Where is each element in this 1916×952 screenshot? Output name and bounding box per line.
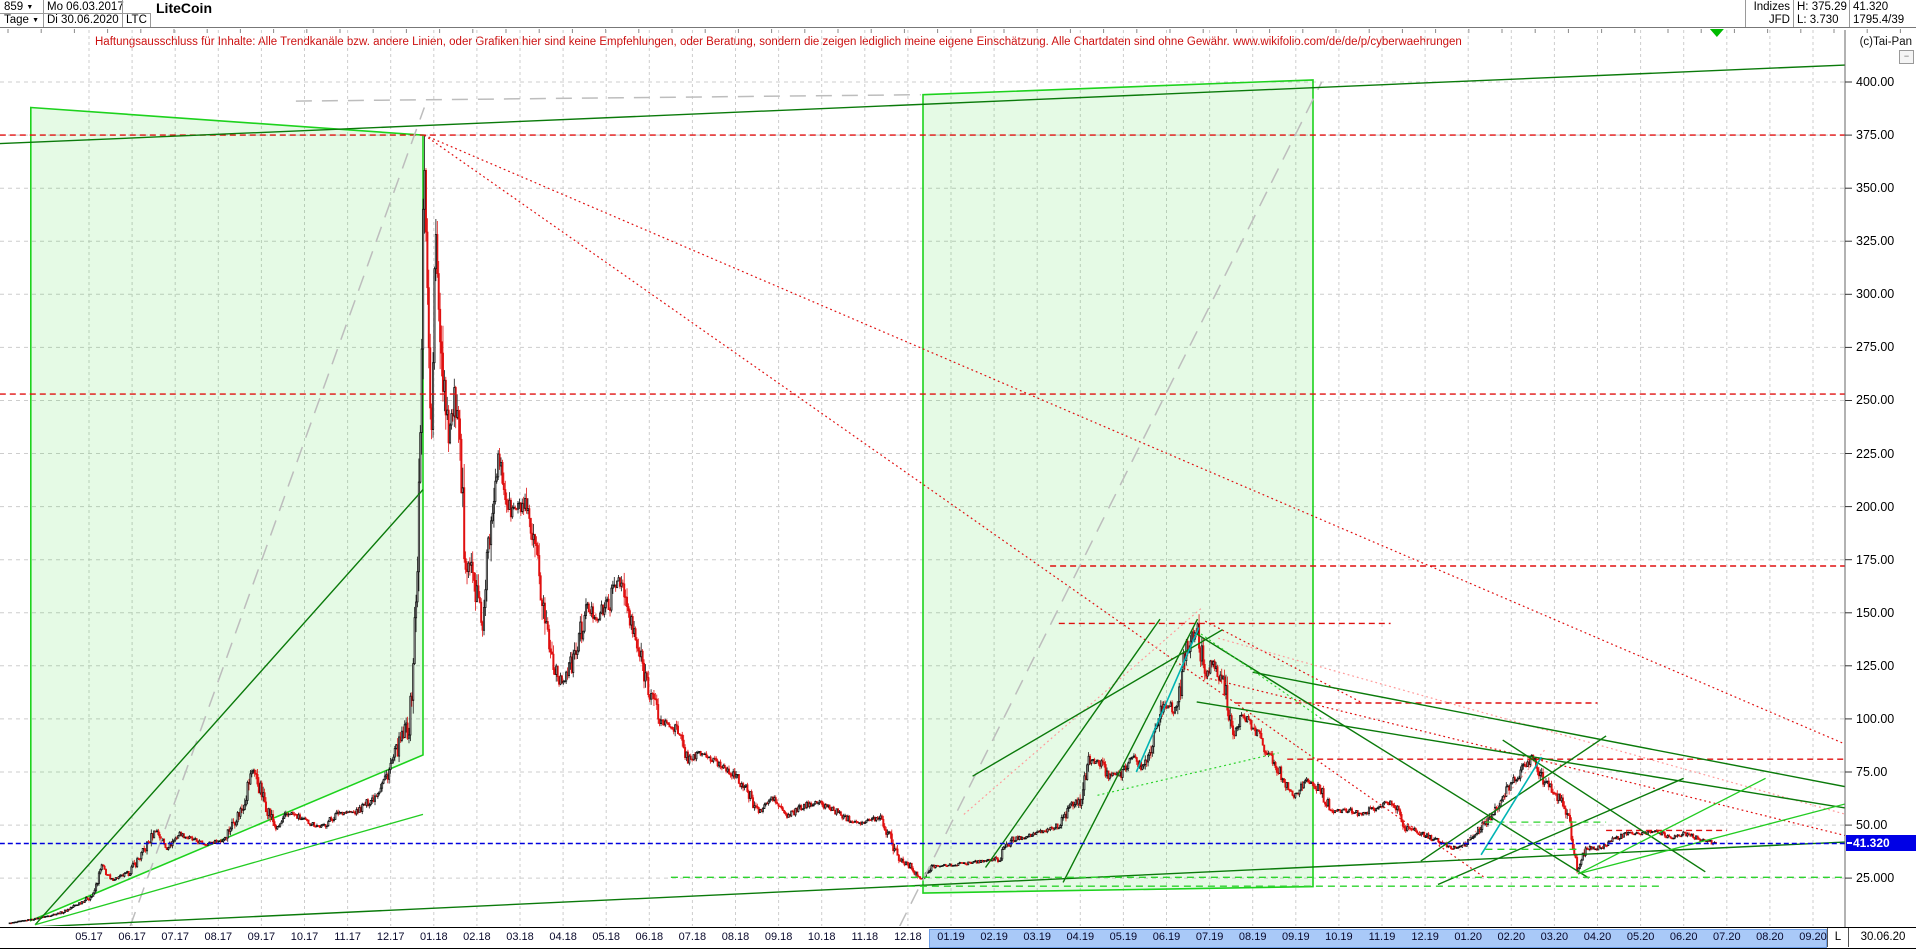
provider-row1: Indizes [1753,1,1790,13]
y-axis-label: 350.00 [1856,181,1895,196]
instrument-number: 859 [4,1,24,13]
y-axis-label: 125.00 [1856,658,1895,673]
y-axis-label: 175.00 [1856,552,1895,567]
x-axis-label: 05.19 [1109,931,1138,943]
x-axis-label: 11.17 [334,931,361,943]
x-axis-label: 03.20 [1540,931,1569,943]
x-axis-label: 02.19 [980,931,1008,943]
x-axis-label: 02.18 [463,931,491,943]
x-axis-label: 09.20 [1799,931,1827,943]
x-axis-label: 03.18 [506,931,534,943]
x-axis-label: 06.17 [118,931,146,943]
y-axis-label: 200.00 [1856,499,1895,514]
y-axis-label: 250.00 [1856,393,1895,408]
x-axis-label: 07.19 [1195,931,1224,943]
trend-box [29,106,424,922]
period-label: Tage [4,14,29,26]
x-axis-label: 10.19 [1325,931,1353,943]
collapse-pane-button[interactable]: − [1899,50,1914,64]
x-axis-label: 05.18 [592,931,620,943]
x-axis-highlight [929,929,1827,948]
y-axis-label: 225.00 [1856,446,1895,461]
x-axis-label: 06.19 [1152,931,1181,943]
y-axis-label: 300.00 [1856,287,1895,302]
x-axis-label: 11.19 [1368,931,1396,943]
x-axis: 05.17 06.17 07.17 08.17 09.17 10.17 11.17 12.17… [0,927,1916,949]
x-axis-label: 01.19 [937,931,965,943]
current-price-tag: 41.320 [1846,835,1916,852]
x-axis-label: 09.18 [764,931,793,943]
low-value: L: 3.730 [1797,14,1839,26]
y-axis-label: 325.00 [1856,234,1895,249]
x-axis-label: 02.20 [1497,931,1526,943]
x-axis-label: 12.19 [1411,931,1439,943]
x-axis-label: 12.17 [376,931,405,943]
x-axis-label: 08.19 [1238,931,1267,943]
x-axis-label: 07.20 [1713,931,1741,943]
y-axis-label: 150.00 [1856,605,1895,620]
x-axis-label: 09.17 [247,931,276,943]
linear-scale-button[interactable]: L [1827,928,1849,947]
chart-title: LiteCoin [156,0,212,16]
y-axis-label: 25.000 [1856,871,1895,886]
x-axis-label: 04.20 [1583,931,1612,943]
symbol-cell: LTC [126,14,147,26]
y-axis-label: 275.00 [1856,340,1895,355]
last-date-box[interactable]: 30.06.20 [1850,928,1916,947]
x-axis-label: 12.18 [894,931,922,943]
high-value: H: 375.29 [1797,1,1847,13]
x-axis-label: 05.20 [1626,931,1655,943]
x-axis-label: 04.18 [549,931,577,943]
last-price-value: 41.320 [1853,1,1889,13]
chevron-down-icon: ▼ [32,17,40,24]
copyright-label: (c)Tai-Pan [1859,36,1912,48]
x-axis-label: 08.17 [204,931,233,943]
x-axis-label: 11.18 [851,931,879,943]
x-axis-label: 06.18 [635,931,664,943]
x-axis-label: 08.18 [721,931,750,943]
x-axis-label: 10.17 [290,931,319,943]
x-axis-label: 06.20 [1669,931,1698,943]
x-axis-label: 10.18 [807,931,836,943]
x-axis-label: 01.20 [1454,931,1482,943]
y-axis-label: 50.00 [1856,818,1888,833]
y-axis-label: 75.00 [1856,764,1888,779]
x-axis-label: 07.17 [161,931,189,943]
y-axis-label: 400.00 [1856,75,1895,89]
current-date-marker [1709,29,1724,37]
x-axis-label: 03.19 [1023,931,1051,943]
x-axis-label: 05.17 [75,931,103,943]
x-axis-label: 07.18 [678,931,707,943]
date-from-field[interactable]: Mo 06.03.2017 [47,1,124,13]
x-axis-label: 09.19 [1282,931,1310,943]
chevron-down-icon: ▼ [26,4,34,11]
x-axis-label: 01.18 [420,931,448,943]
index-value: 1795.4/39 [1853,14,1905,26]
y-axis-label: 375.00 [1856,128,1895,143]
period-dropdown[interactable]: Tage ▼ [4,14,39,27]
instrument-number-dropdown[interactable]: 859 ▼ [4,1,33,14]
provider-row2: JFD [1768,14,1790,26]
x-axis-label: 08.20 [1756,931,1784,943]
y-axis-label: 100.00 [1856,711,1895,726]
x-axis-label: 04.19 [1066,931,1095,943]
date-to-field[interactable]: Di 30.06.2020 [47,14,119,26]
